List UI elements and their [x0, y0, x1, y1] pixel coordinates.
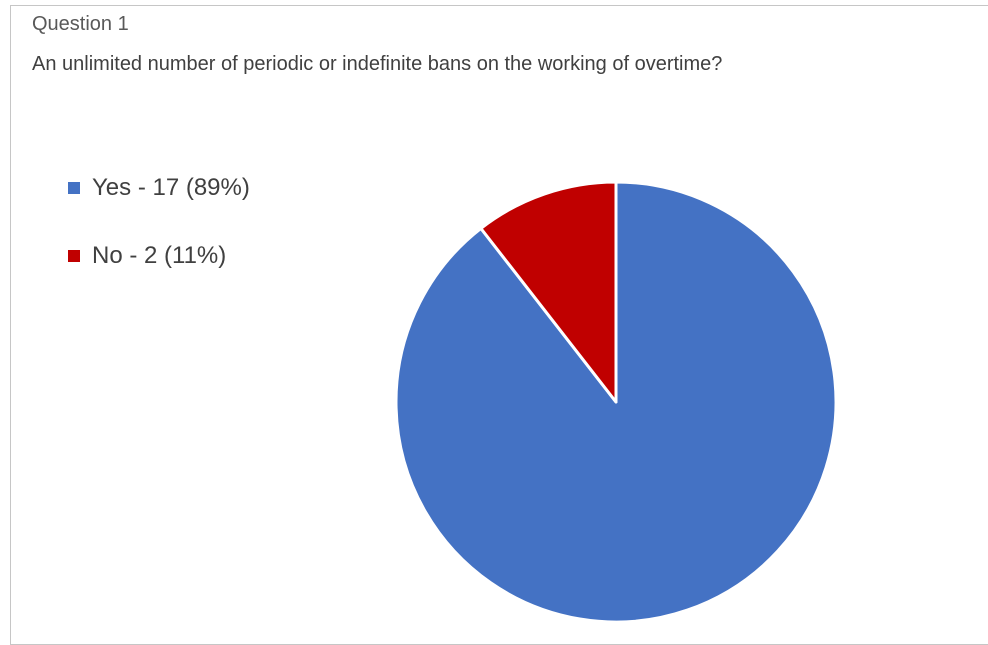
legend-swatch-yes [68, 182, 80, 194]
legend-item-yes: Yes - 17 (89%) [68, 170, 250, 206]
pie-chart [394, 180, 838, 624]
legend-label-no: No - 2 (11%) [92, 242, 227, 269]
chart-subtitle: An unlimited number of periodic or indef… [32, 53, 723, 75]
chart-title: Question 1 [32, 13, 129, 35]
legend-swatch-no [68, 250, 80, 262]
legend-item-no: No - 2 (11%) [68, 238, 250, 274]
chart-legend: Yes - 17 (89%) No - 2 (11%) [68, 170, 250, 306]
pie-slice-no [479, 180, 618, 404]
legend-label-yes: Yes - 17 (89%) [92, 174, 250, 201]
